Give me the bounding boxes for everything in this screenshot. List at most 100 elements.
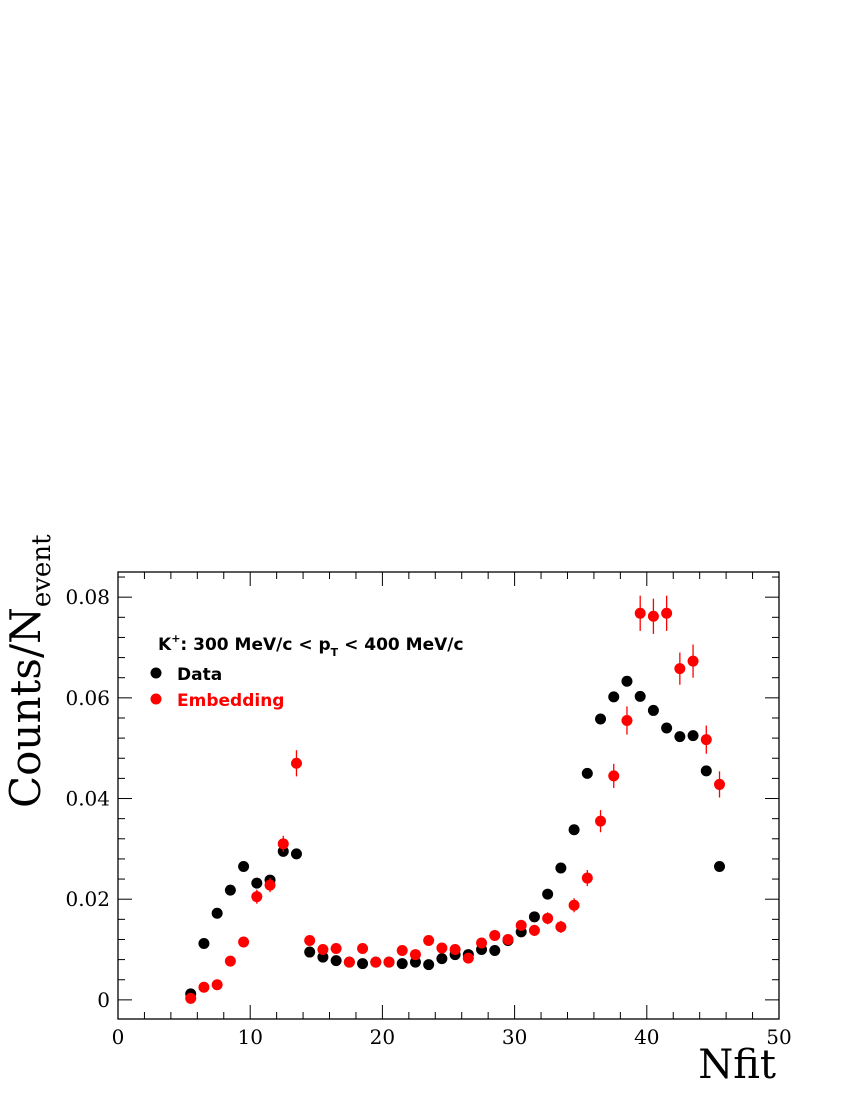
data-point-data xyxy=(595,713,607,725)
data-point-data xyxy=(634,690,646,702)
data-point-embedding xyxy=(674,663,686,675)
annotation-middle: : 300 MeV/c < p xyxy=(180,635,330,655)
data-point-data xyxy=(674,731,686,743)
data-point-embedding xyxy=(489,929,501,941)
data-point-data xyxy=(581,767,593,779)
data-point-embedding xyxy=(581,872,593,884)
data-point-data xyxy=(290,848,302,860)
y-tick-label: 0 xyxy=(97,988,110,1012)
x-tick-label: 10 xyxy=(237,1025,262,1049)
data-point-embedding xyxy=(304,934,316,946)
data-point-embedding xyxy=(383,956,395,968)
data-point-embedding xyxy=(647,610,659,622)
data-point-data xyxy=(198,937,210,949)
y-tick-label: 0.08 xyxy=(65,585,110,609)
data-point-data xyxy=(423,959,435,971)
legend-marker-data xyxy=(150,667,162,679)
data-point-embedding xyxy=(621,714,633,726)
y-tick-label: 0.04 xyxy=(65,787,110,811)
data-point-embedding xyxy=(595,815,607,827)
y-axis-title-main: Counts/N xyxy=(1,607,50,808)
data-point-data xyxy=(568,824,580,836)
data-point-embedding xyxy=(370,956,382,968)
legend-marker-embedding xyxy=(150,693,162,705)
data-point-data xyxy=(211,907,223,919)
data-point-data xyxy=(700,765,712,777)
axis-ticks xyxy=(117,572,780,1019)
chart-annotation: K+: 300 MeV/c < pT < 400 MeV/c xyxy=(158,632,464,659)
plot-frame xyxy=(117,571,780,1020)
y-axis-title: Counts/Nevent xyxy=(1,534,57,808)
data-point-data xyxy=(396,958,408,970)
legend: Data Embedding xyxy=(150,665,284,711)
data-point-data xyxy=(621,675,633,687)
x-tick-label: 30 xyxy=(502,1025,527,1049)
data-point-data xyxy=(436,953,448,965)
data-point-data xyxy=(528,911,540,923)
data-point-data xyxy=(608,691,620,703)
data-point-data xyxy=(542,888,554,900)
data-point-embedding xyxy=(409,949,421,961)
data-point-embedding xyxy=(251,891,263,903)
data-point-embedding xyxy=(515,919,527,931)
data-point-data xyxy=(330,955,342,967)
data-point-data xyxy=(555,862,567,874)
data-point-data xyxy=(647,704,659,716)
data-point-embedding xyxy=(238,936,250,948)
data-point-embedding xyxy=(211,979,223,991)
data-point-embedding xyxy=(555,921,567,933)
data-point-embedding xyxy=(476,937,488,949)
data-point-data xyxy=(251,877,263,889)
y-tick-label: 0.02 xyxy=(65,887,110,911)
data-point-embedding xyxy=(317,944,329,956)
data-point-data xyxy=(714,860,726,872)
data-point-embedding xyxy=(330,943,342,955)
data-point-embedding xyxy=(714,778,726,790)
data-points xyxy=(185,595,726,1004)
x-tick-label: 0 xyxy=(112,1025,125,1049)
data-point-data xyxy=(357,958,369,970)
data-point-data xyxy=(304,946,316,958)
data-point-embedding xyxy=(198,981,210,993)
data-point-embedding xyxy=(436,942,448,954)
y-axis-title-sub: event xyxy=(27,534,57,607)
x-axis-title: Nfit xyxy=(698,1042,776,1088)
data-point-embedding xyxy=(423,934,435,946)
axis-tick-labels: 0 10 20 30 40 50 0 0.02 0.04 0.06 0.08 xyxy=(65,585,791,1049)
data-point-embedding xyxy=(185,992,197,1004)
data-point-data xyxy=(224,884,236,896)
data-point-data xyxy=(238,860,250,872)
data-point-embedding xyxy=(290,757,302,769)
y-tick-label: 0.06 xyxy=(65,686,110,710)
data-point-embedding xyxy=(634,607,646,619)
annotation-suffix: < 400 MeV/c xyxy=(338,635,463,655)
data-point-embedding xyxy=(462,952,474,964)
data-point-embedding xyxy=(687,655,699,667)
data-point-embedding xyxy=(343,956,355,968)
data-point-embedding xyxy=(224,955,236,967)
data-point-embedding xyxy=(528,924,540,936)
data-point-embedding xyxy=(277,838,289,850)
data-point-embedding xyxy=(661,607,673,619)
data-point-embedding xyxy=(542,912,554,924)
x-tick-label: 50 xyxy=(766,1025,791,1049)
data-point-embedding xyxy=(502,933,514,945)
annotation-prefix-sup: + xyxy=(171,632,180,645)
x-tick-label: 20 xyxy=(370,1025,395,1049)
data-point-data xyxy=(687,730,699,742)
data-point-embedding xyxy=(396,945,408,957)
data-point-embedding xyxy=(700,734,712,746)
data-point-data xyxy=(409,956,421,968)
data-point-embedding xyxy=(608,770,620,782)
data-point-data xyxy=(317,951,329,963)
data-point-embedding xyxy=(449,944,461,956)
data-point-data xyxy=(661,722,673,734)
annotation-middle-sub: T xyxy=(331,646,339,659)
annotation-prefix: K xyxy=(158,635,172,655)
data-point-embedding xyxy=(357,943,369,955)
data-point-embedding xyxy=(264,879,276,891)
data-point-embedding xyxy=(568,899,580,911)
data-point-data xyxy=(489,945,501,957)
legend-label-embedding: Embedding xyxy=(177,691,284,711)
